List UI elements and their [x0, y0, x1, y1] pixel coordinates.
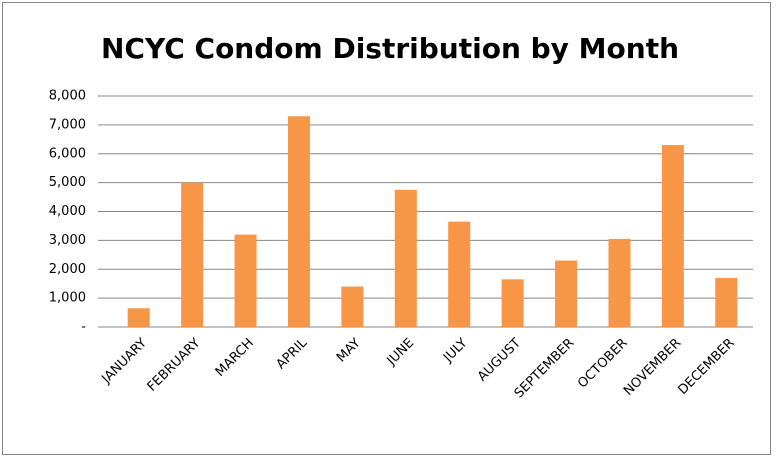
- bar: [234, 234, 257, 327]
- y-tick-label: 8,000: [49, 89, 86, 104]
- bar: [555, 260, 578, 327]
- y-tick-label: 2,000: [49, 262, 86, 277]
- bar: [448, 221, 471, 327]
- bar: [715, 277, 738, 327]
- y-tick-label: 7,000: [49, 117, 86, 132]
- y-tick-label: 4,000: [49, 204, 86, 219]
- bar: [341, 286, 364, 327]
- bar: [501, 279, 524, 327]
- chart-border: [2, 2, 771, 455]
- bar: [181, 182, 204, 327]
- y-tick-label: 3,000: [49, 233, 86, 248]
- y-tick-label: 6,000: [49, 146, 86, 161]
- y-tick-label: -: [81, 320, 86, 335]
- bar: [608, 238, 631, 327]
- y-tick-label: 1,000: [49, 291, 86, 306]
- bar: [127, 308, 150, 327]
- y-tick-label: 5,000: [49, 175, 86, 190]
- bar: [287, 116, 310, 328]
- bar: [661, 145, 684, 327]
- bar: [394, 189, 417, 327]
- chart-title: NCYC Condom Distribution by Month: [101, 32, 679, 65]
